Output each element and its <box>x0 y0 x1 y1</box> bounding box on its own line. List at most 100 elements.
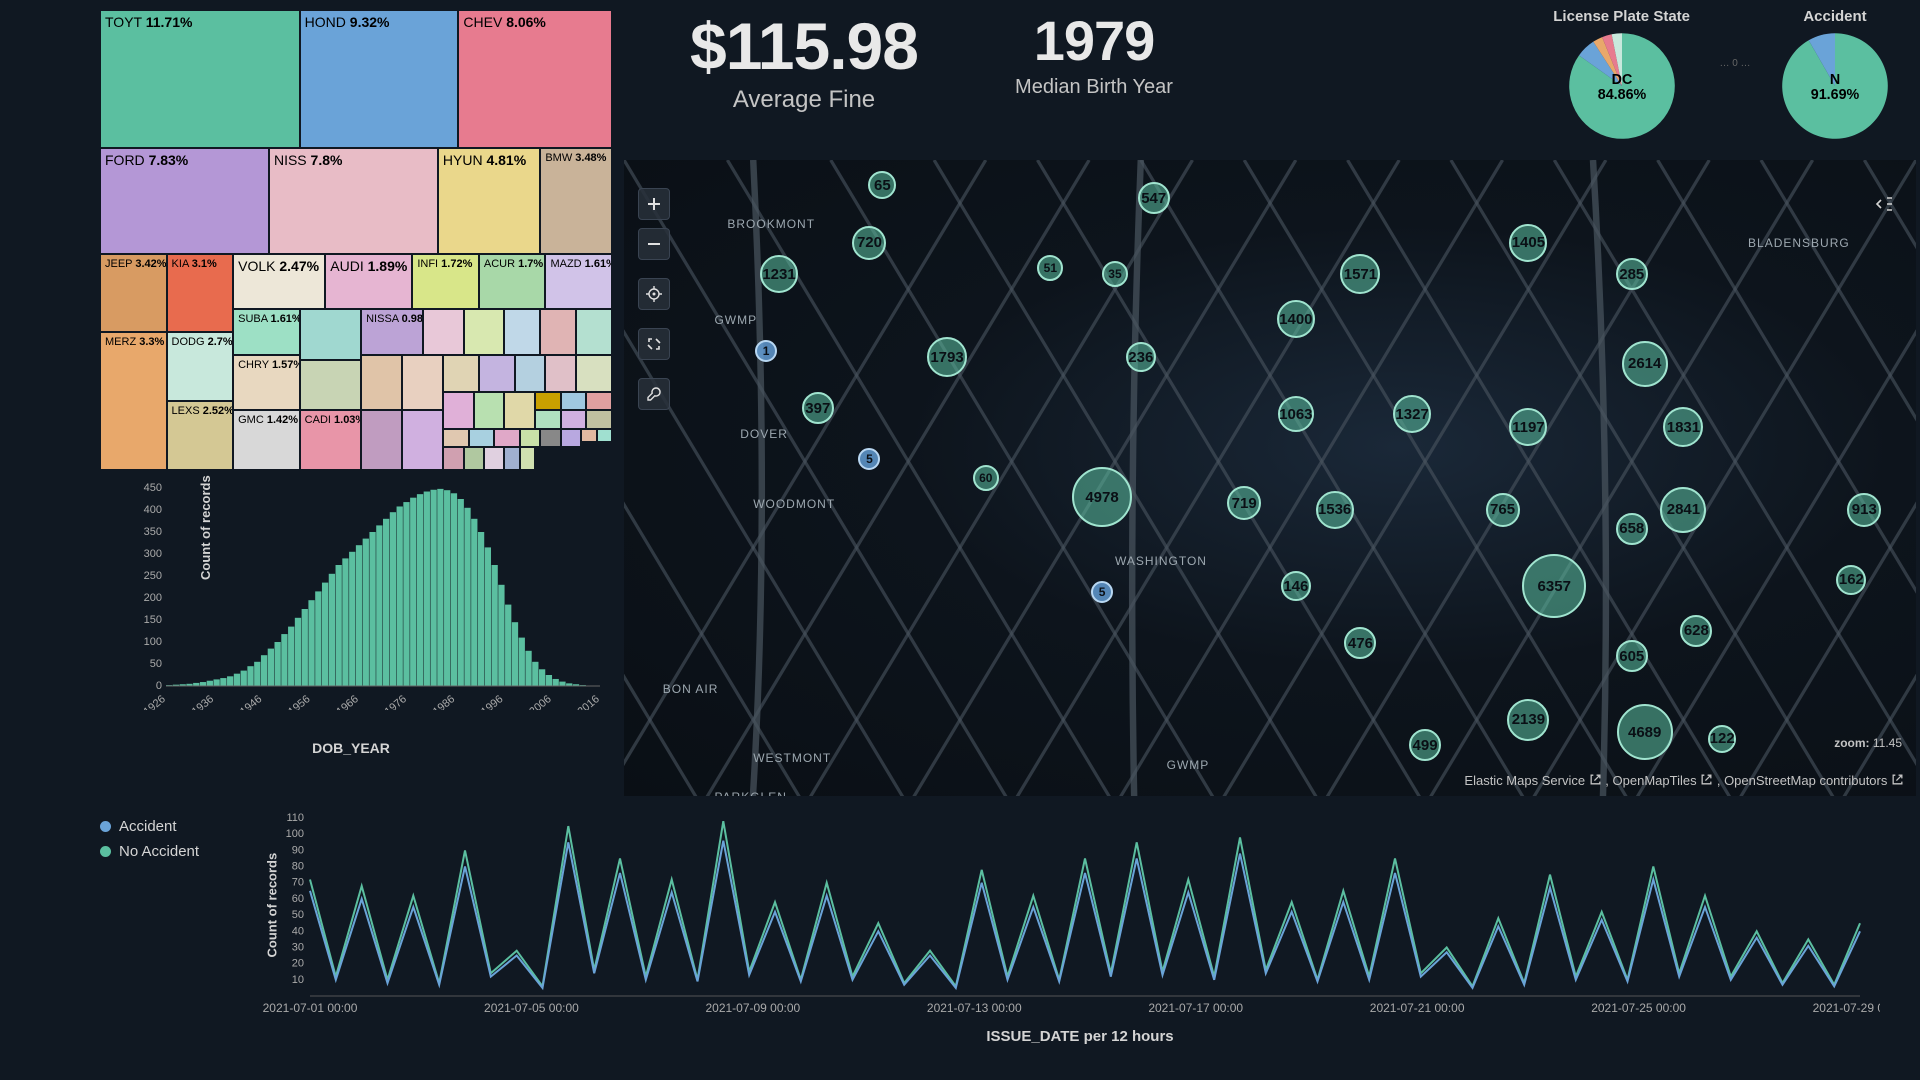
treemap-cell-tiny[interactable] <box>515 355 546 392</box>
treemap-cell-tiny[interactable] <box>469 429 495 447</box>
treemap-cell-tiny[interactable] <box>402 355 443 410</box>
legend-no-accident[interactable]: No Accident <box>100 843 199 860</box>
map-cluster[interactable]: 4978 <box>1072 467 1132 527</box>
map-cluster[interactable]: 146 <box>1281 571 1311 601</box>
treemap-cell-tiny[interactable] <box>586 410 612 428</box>
map-cluster[interactable]: 1231 <box>760 255 798 293</box>
treemap-cell-tiny[interactable] <box>597 429 612 443</box>
map-cluster[interactable]: 913 <box>1847 493 1881 527</box>
dob-histogram[interactable]: 0501001502002503003504004501926193619461… <box>120 480 610 710</box>
locate-button[interactable] <box>638 278 670 310</box>
map-cluster[interactable]: 4689 <box>1617 704 1673 760</box>
map-cluster[interactable]: 1405 <box>1509 224 1547 262</box>
treemap-cell-tiny[interactable] <box>561 410 587 428</box>
map-cluster[interactable]: 1197 <box>1509 408 1547 446</box>
treemap-cell-tiny[interactable] <box>443 447 463 470</box>
treemap-cell[interactable]: ACUR 1.7% <box>479 254 546 309</box>
treemap-cell-tiny[interactable] <box>443 429 469 447</box>
map-cluster[interactable]: 499 <box>1409 729 1441 761</box>
treemap-cell-tiny[interactable] <box>494 429 520 447</box>
map-panel[interactable]: BROOKMONTBLADENSBURGGWMPDOVERWOODMONTWAS… <box>624 160 1916 796</box>
omt-link[interactable]: OpenMapTiles <box>1613 773 1714 788</box>
treemap-cell-tiny[interactable] <box>586 392 612 410</box>
map-cluster[interactable]: 51 <box>1037 255 1063 281</box>
treemap-cell[interactable]: NISS 7.8% <box>269 148 438 254</box>
map-cluster[interactable]: 5 <box>858 448 880 470</box>
treemap-cell[interactable]: FORD 7.83% <box>100 148 269 254</box>
map-cluster[interactable]: 1063 <box>1278 396 1314 432</box>
map-cluster[interactable]: 658 <box>1616 513 1648 545</box>
treemap-cell[interactable]: MAZD 1.61% <box>545 254 612 309</box>
map-cluster[interactable]: 6357 <box>1522 554 1586 618</box>
treemap-cell[interactable]: JEEP 3.42% <box>100 254 167 332</box>
treemap-cell-tiny[interactable] <box>545 355 576 392</box>
treemap-cell-tiny[interactable] <box>443 355 479 392</box>
treemap-cell-tiny[interactable] <box>576 355 612 392</box>
treemap-cell[interactable]: GMC 1.42% <box>233 410 300 470</box>
treemap-cell[interactable]: CHRY 1.57% <box>233 355 300 410</box>
treemap-cell[interactable]: KIA 3.1% <box>167 254 234 332</box>
map-cluster[interactable]: 720 <box>852 226 886 260</box>
map-cluster[interactable]: 1 <box>755 340 777 362</box>
treemap-cell-tiny[interactable] <box>520 447 535 470</box>
map-cluster[interactable]: 122 <box>1708 725 1736 753</box>
map-cluster[interactable]: 1571 <box>1340 254 1380 294</box>
treemap-cell-tiny[interactable] <box>361 355 402 410</box>
treemap-cell-tiny[interactable] <box>520 429 540 447</box>
treemap-cell-tiny[interactable] <box>423 309 464 355</box>
map-cluster[interactable]: 397 <box>802 392 834 424</box>
map-cluster[interactable]: 65 <box>868 171 896 199</box>
map-cluster[interactable]: 719 <box>1227 486 1261 520</box>
map-cluster[interactable]: 2139 <box>1507 699 1549 741</box>
fullscreen-button[interactable] <box>638 328 670 360</box>
treemap-cell[interactable]: VOLK 2.47% <box>233 254 325 309</box>
treemap-cell[interactable]: TOYT 11.71% <box>100 10 300 148</box>
map-cluster[interactable]: 1536 <box>1316 491 1354 529</box>
treemap-cell-tiny[interactable] <box>581 429 596 443</box>
treemap-cell-tiny[interactable] <box>484 447 504 470</box>
treemap-cell-tiny[interactable] <box>300 309 361 360</box>
map-cluster[interactable]: 236 <box>1126 342 1156 372</box>
treemap-cell-tiny[interactable] <box>504 309 540 355</box>
legend-accident[interactable]: Accident <box>100 818 199 835</box>
treemap-cell-tiny[interactable] <box>561 429 581 447</box>
layers-toggle-button[interactable] <box>1868 188 1900 220</box>
map-cluster[interactable]: 765 <box>1486 493 1520 527</box>
treemap-cell-tiny[interactable] <box>464 447 484 470</box>
treemap-cell[interactable]: HOND 9.32% <box>300 10 459 148</box>
map-cluster[interactable]: 5 <box>1091 581 1113 603</box>
map-cluster[interactable]: 1831 <box>1663 407 1703 447</box>
treemap-cell[interactable]: NISSA 0.98% <box>361 309 422 355</box>
tools-button[interactable] <box>638 378 670 410</box>
map-cluster[interactable]: 547 <box>1138 182 1170 214</box>
map-cluster[interactable]: 476 <box>1344 627 1376 659</box>
treemap-cell-tiny[interactable] <box>464 309 505 355</box>
accident-pie[interactable]: N91.69% <box>1780 31 1890 141</box>
map-cluster[interactable]: 1327 <box>1393 395 1431 433</box>
treemap-cell-tiny[interactable] <box>479 355 515 392</box>
license-plate-pie[interactable]: DC84.86% <box>1567 31 1677 141</box>
map-cluster[interactable]: 605 <box>1616 640 1648 672</box>
zoom-out-button[interactable] <box>638 228 670 260</box>
treemap-cell-tiny[interactable] <box>443 392 474 429</box>
map-cluster[interactable]: 1793 <box>927 337 967 377</box>
map-cluster[interactable]: 1400 <box>1277 300 1315 338</box>
treemap-cell-tiny[interactable] <box>504 447 519 470</box>
treemap-cell[interactable]: BMW 3.48% <box>540 148 612 254</box>
treemap-cell[interactable]: CADI 1.03% <box>300 410 361 470</box>
treemap-cell-tiny[interactable] <box>540 429 560 447</box>
treemap-cell-tiny[interactable] <box>535 410 561 428</box>
map-cluster[interactable]: 628 <box>1680 615 1712 647</box>
treemap-cell-tiny[interactable] <box>474 392 505 429</box>
osm-link[interactable]: OpenStreetMap contributors <box>1724 773 1904 788</box>
treemap-cell[interactable]: SUBA 1.61% <box>233 309 300 355</box>
treemap-cell-tiny[interactable] <box>504 392 535 429</box>
treemap-cell[interactable]: LEXS 2.52% <box>167 401 234 470</box>
map-cluster[interactable]: 60 <box>973 465 999 491</box>
timeseries-chart[interactable]: 1020304050607080901001102021-07-01 00:00… <box>100 810 1880 1020</box>
treemap-cell[interactable]: DODG 2.7% <box>167 332 234 401</box>
treemap-cell-tiny[interactable] <box>361 410 402 470</box>
map-cluster[interactable]: 2614 <box>1622 341 1668 387</box>
map-cluster[interactable]: 35 <box>1102 261 1128 287</box>
treemap-cell[interactable]: HYUN 4.81% <box>438 148 540 254</box>
